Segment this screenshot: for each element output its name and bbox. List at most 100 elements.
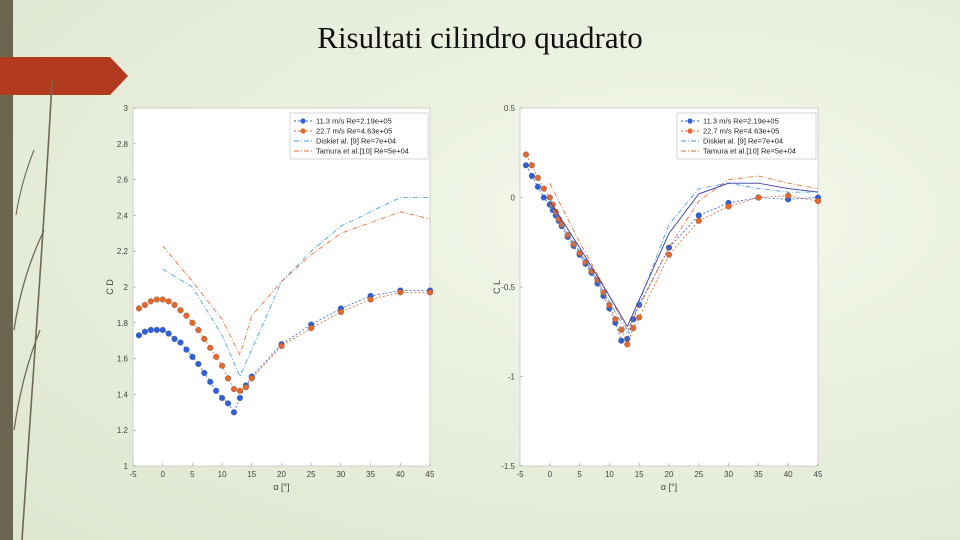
data-point	[665, 244, 673, 251]
y-tick-label: 0	[511, 194, 516, 203]
legend-label: 22.7 m/s Re=4.63e+05	[316, 127, 392, 136]
data-point	[426, 289, 434, 296]
data-point	[147, 298, 154, 305]
data-point	[230, 385, 238, 393]
data-point	[528, 162, 535, 169]
data-point	[230, 409, 238, 416]
data-point	[540, 185, 547, 192]
legend-label: Tamura et al.[10] Re=5e+04	[703, 147, 796, 156]
data-point	[665, 251, 673, 258]
y-tick-label: 3	[124, 104, 129, 113]
x-tick-label: 10	[218, 470, 227, 479]
x-tick-label: 0	[548, 470, 553, 479]
data-point	[534, 183, 541, 190]
data-point	[630, 325, 637, 332]
legend-marker	[687, 128, 693, 134]
legend-marker	[300, 118, 306, 124]
x-tick-label: 10	[605, 470, 614, 479]
data-point	[618, 326, 625, 334]
legend-label: 22.7 m/s Re=4.63e+05	[703, 127, 779, 136]
data-point	[159, 296, 166, 303]
data-point	[213, 387, 220, 394]
x-tick-label: 5	[190, 470, 195, 479]
x-tick-label: 45	[814, 470, 823, 479]
data-point	[308, 325, 315, 332]
data-point	[236, 387, 243, 394]
legend-box	[289, 112, 429, 160]
x-tick-label: -5	[129, 470, 137, 479]
x-tick-label: 25	[307, 470, 316, 479]
y-tick-label: 2	[124, 283, 129, 292]
data-point	[695, 212, 702, 219]
data-point	[195, 360, 202, 368]
data-point	[236, 394, 243, 402]
series-line	[138, 290, 430, 414]
y-tick-label: -1	[508, 373, 516, 382]
y-tick-label: 1.2	[117, 426, 129, 435]
data-point	[570, 240, 577, 248]
data-point	[522, 151, 530, 158]
y-tick-label: 1	[124, 462, 129, 471]
data-point	[242, 384, 249, 391]
data-point	[814, 198, 822, 205]
x-tick-label: 35	[754, 470, 763, 479]
data-point	[165, 298, 172, 305]
data-point	[337, 309, 344, 316]
data-point	[135, 305, 142, 312]
data-point	[135, 332, 142, 339]
x-tick-label: 40	[396, 470, 405, 479]
y-tick-label: 1.4	[117, 390, 129, 399]
data-point	[606, 301, 613, 308]
data-point	[171, 335, 178, 342]
x-tick-label: 25	[694, 470, 703, 479]
data-point	[564, 232, 571, 239]
data-point	[159, 326, 166, 334]
legend-box	[676, 112, 817, 160]
data-point	[725, 203, 732, 210]
y-tick-label: -1.5	[501, 462, 515, 471]
data-point	[534, 174, 541, 181]
series-line	[525, 165, 819, 342]
y-tick-label: 2.4	[117, 211, 129, 220]
x-tick-label: 40	[784, 470, 793, 479]
data-point	[165, 330, 172, 337]
data-point	[183, 312, 190, 319]
data-point	[195, 326, 202, 334]
data-point	[219, 394, 226, 402]
series-line	[138, 291, 430, 392]
legend-label: 11.3 m/s Re=2.19e+05	[703, 117, 779, 126]
data-point	[207, 378, 214, 385]
data-point	[785, 192, 792, 199]
y-tick-label: 0.5	[504, 104, 516, 113]
data-point	[618, 337, 625, 344]
data-point	[171, 301, 178, 308]
data-point	[177, 339, 184, 346]
y-tick-label: 2.8	[117, 140, 129, 149]
y-axis-label: C L	[492, 280, 502, 294]
series-line	[549, 182, 818, 335]
x-tick-label: 15	[247, 470, 256, 479]
data-point	[248, 375, 255, 382]
legend-label: Diskiet al. [9] Re=7e+04	[316, 137, 396, 146]
data-point	[207, 344, 214, 351]
plot-area	[519, 107, 819, 467]
data-point	[522, 162, 530, 169]
series-line	[525, 154, 819, 346]
data-point	[201, 335, 208, 342]
x-tick-label: 0	[160, 470, 165, 479]
data-point	[624, 341, 631, 348]
data-point	[612, 316, 619, 323]
data-point	[224, 400, 232, 407]
x-tick-label: 20	[665, 470, 674, 479]
data-point	[177, 307, 184, 314]
y-tick-label: 2.6	[117, 176, 129, 185]
legend-label: 11.3 m/s Re=2.19e+05	[316, 117, 392, 126]
slide-title: Risultati cilindro quadrato	[317, 20, 643, 55]
data-point	[528, 172, 535, 180]
x-tick-label: 35	[366, 470, 375, 479]
x-tick-label: 30	[336, 470, 345, 479]
x-tick-label: -5	[516, 470, 524, 479]
data-point	[183, 346, 190, 353]
series-line	[549, 182, 819, 328]
